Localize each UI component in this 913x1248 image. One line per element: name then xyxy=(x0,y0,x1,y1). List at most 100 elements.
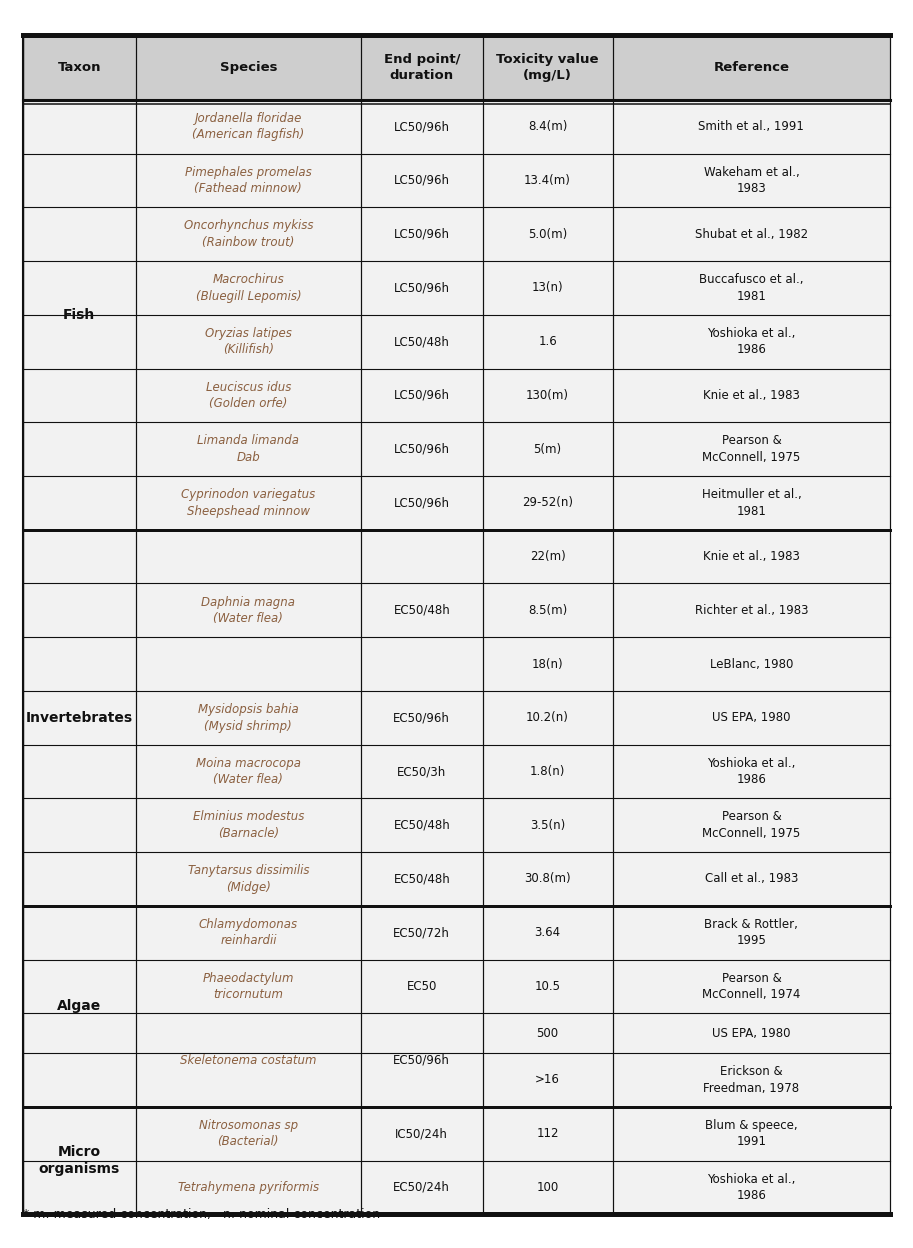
Bar xyxy=(23,207,890,261)
Bar xyxy=(23,475,890,529)
Bar xyxy=(23,152,135,156)
Text: LC50/96h: LC50/96h xyxy=(394,227,450,241)
Text: Knie et al., 1983: Knie et al., 1983 xyxy=(703,550,800,563)
Text: 13.4(m): 13.4(m) xyxy=(524,173,571,187)
Text: Species: Species xyxy=(220,61,277,74)
Bar xyxy=(23,421,135,424)
Bar xyxy=(23,367,135,371)
Text: 112: 112 xyxy=(536,1127,559,1141)
Text: 10.5: 10.5 xyxy=(535,980,561,993)
Text: Invertebrates: Invertebrates xyxy=(26,711,132,725)
Text: LC50/96h: LC50/96h xyxy=(394,120,450,134)
Text: 1.6: 1.6 xyxy=(538,336,557,348)
Text: EC50/24h: EC50/24h xyxy=(394,1181,450,1194)
Bar xyxy=(23,35,890,100)
Text: Tetrahymena pyriformis: Tetrahymena pyriformis xyxy=(178,1181,319,1194)
Text: Mysidopsis bahia
(Mysid shrimp): Mysidopsis bahia (Mysid shrimp) xyxy=(198,703,299,733)
Text: 29-52(n): 29-52(n) xyxy=(522,497,573,509)
Text: EC50/3h: EC50/3h xyxy=(397,765,446,778)
Text: 8.4(m): 8.4(m) xyxy=(528,120,567,134)
Text: Knie et al., 1983: Knie et al., 1983 xyxy=(703,389,800,402)
Text: Moina macrocopa
(Water flea): Moina macrocopa (Water flea) xyxy=(195,756,301,786)
Text: Heitmuller et al.,
1981: Heitmuller et al., 1981 xyxy=(701,488,802,518)
Bar xyxy=(23,1158,135,1162)
Bar xyxy=(23,906,890,960)
Bar xyxy=(23,1107,135,1214)
Text: Nitrosomonas sp
(Bacterial): Nitrosomonas sp (Bacterial) xyxy=(199,1119,298,1148)
Text: Taxon: Taxon xyxy=(58,61,101,74)
Bar xyxy=(23,529,135,906)
Bar xyxy=(23,689,135,693)
Bar xyxy=(23,100,135,529)
Bar xyxy=(135,582,482,585)
Text: Macrochirus
(Bluegill Lepomis): Macrochirus (Bluegill Lepomis) xyxy=(195,273,301,303)
Text: 30.8(m): 30.8(m) xyxy=(524,872,571,886)
Bar xyxy=(23,957,135,961)
Text: Limanda limanda
Dab: Limanda limanda Dab xyxy=(197,434,299,464)
Bar xyxy=(361,529,482,691)
Text: Erickson &
Freedman, 1978: Erickson & Freedman, 1978 xyxy=(703,1066,800,1094)
Text: Oryzias latipes
(Killifish): Oryzias latipes (Killifish) xyxy=(205,327,292,357)
Bar xyxy=(23,100,890,154)
Text: Leuciscus idus
(Golden orfe): Leuciscus idus (Golden orfe) xyxy=(205,381,291,411)
Text: 130(m): 130(m) xyxy=(526,389,569,402)
Bar xyxy=(23,422,890,475)
Bar xyxy=(23,796,135,800)
Text: EC50/48h: EC50/48h xyxy=(394,604,450,617)
Text: EC50/72h: EC50/72h xyxy=(394,926,450,940)
Text: Call et al., 1983: Call et al., 1983 xyxy=(705,872,798,886)
Text: Yoshioka et al.,
1986: Yoshioka et al., 1986 xyxy=(708,756,795,786)
Text: Shubat et al., 1982: Shubat et al., 1982 xyxy=(695,227,808,241)
Text: 18(n): 18(n) xyxy=(531,658,563,670)
Text: US EPA, 1980: US EPA, 1980 xyxy=(712,1027,791,1040)
Bar xyxy=(23,1013,890,1053)
Text: Pearson &
McConnell, 1975: Pearson & McConnell, 1975 xyxy=(702,810,801,840)
Bar xyxy=(23,1107,890,1161)
Bar xyxy=(23,852,890,906)
Text: Jordanella floridae
(American flagfish): Jordanella floridae (American flagfish) xyxy=(193,112,304,141)
Bar xyxy=(23,314,890,368)
Text: Blum & speece,
1991: Blum & speece, 1991 xyxy=(705,1119,798,1148)
Text: Yoshioka et al.,
1986: Yoshioka et al., 1986 xyxy=(708,327,795,357)
Text: Richter et al., 1983: Richter et al., 1983 xyxy=(695,604,808,617)
Bar xyxy=(23,529,890,583)
Bar xyxy=(23,206,135,210)
Text: * m: measured concentration,   n: nominal concentration: * m: measured concentration, n: nominal … xyxy=(23,1208,380,1221)
Text: Buccafusco et al.,
1981: Buccafusco et al., 1981 xyxy=(699,273,803,303)
Text: Pearson &
McConnell, 1975: Pearson & McConnell, 1975 xyxy=(702,434,801,464)
Text: Toxicity value
(mg/L): Toxicity value (mg/L) xyxy=(497,52,599,82)
Bar xyxy=(23,583,890,638)
Text: Reference: Reference xyxy=(713,61,790,74)
Bar xyxy=(23,154,890,207)
Text: Smith et al., 1991: Smith et al., 1991 xyxy=(698,120,804,134)
Bar xyxy=(23,474,135,478)
Text: Tanytarsus dissimilis
(Midge): Tanytarsus dissimilis (Midge) xyxy=(187,864,310,894)
Text: 5.0(m): 5.0(m) xyxy=(528,227,567,241)
Text: LC50/48h: LC50/48h xyxy=(394,336,450,348)
Bar xyxy=(135,1051,482,1055)
Bar xyxy=(23,261,890,314)
Text: End point/
duration: End point/ duration xyxy=(383,52,460,82)
Text: Wakeham et al.,
1983: Wakeham et al., 1983 xyxy=(704,166,799,195)
Text: EC50/96h: EC50/96h xyxy=(394,711,450,724)
Text: LC50/96h: LC50/96h xyxy=(394,173,450,187)
Bar xyxy=(23,313,135,317)
Bar xyxy=(23,1011,135,1015)
Text: 1.8(n): 1.8(n) xyxy=(530,765,565,778)
Text: Fish: Fish xyxy=(63,308,95,322)
Text: Elminius modestus
(Barnacle): Elminius modestus (Barnacle) xyxy=(193,810,304,840)
Text: US EPA, 1980: US EPA, 1980 xyxy=(712,711,791,724)
Bar xyxy=(135,635,482,639)
Bar xyxy=(23,635,135,639)
Text: Cyprinodon variegatus
Sheepshead minnow: Cyprinodon variegatus Sheepshead minnow xyxy=(181,488,316,518)
Bar xyxy=(23,368,890,422)
Bar xyxy=(23,906,135,1107)
Text: LC50/96h: LC50/96h xyxy=(394,497,450,509)
Text: EC50/48h: EC50/48h xyxy=(394,819,450,831)
Text: >16: >16 xyxy=(535,1073,560,1087)
Bar xyxy=(23,1161,890,1214)
Text: 100: 100 xyxy=(537,1181,559,1194)
Text: Chlamydomonas
reinhardii: Chlamydomonas reinhardii xyxy=(199,919,298,947)
Bar xyxy=(23,960,890,1013)
Bar xyxy=(135,529,361,691)
